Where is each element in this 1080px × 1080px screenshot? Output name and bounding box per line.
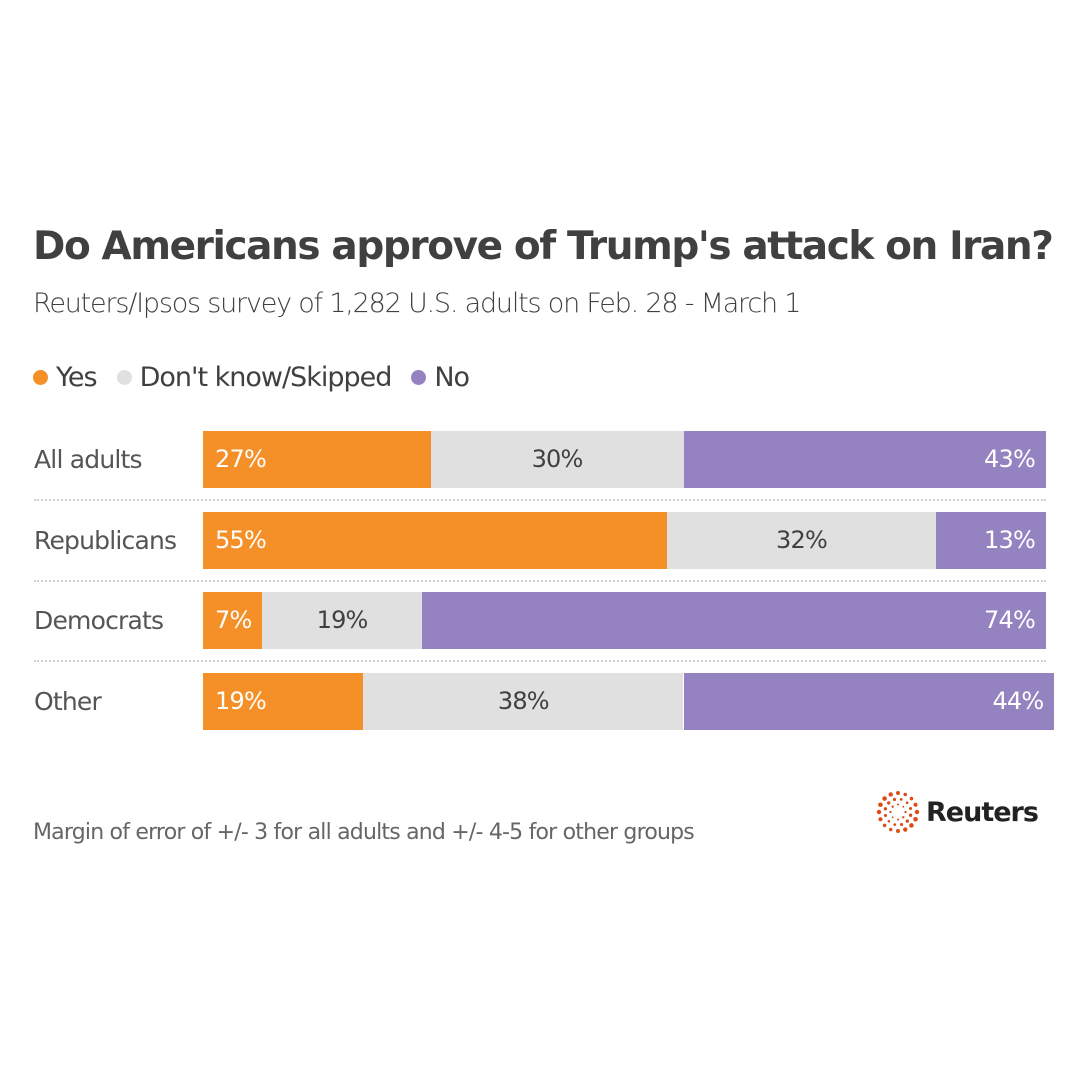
bar-row-all-adults: All adults 27% 30% 43%	[0, 431, 1080, 488]
data-label: 19%	[316, 606, 369, 634]
bar-segment-no: 13%	[936, 511, 1046, 569]
stacked-bar: 19% 38% 44%	[203, 672, 1055, 730]
legend: Yes Don't know/Skipped No	[33, 362, 489, 393]
bar-segment-don-t-know-skipped: 19%	[262, 592, 423, 649]
bar-segment-yes: 19%	[203, 672, 364, 730]
bar-row-other: Other 19% 38% 44%	[0, 672, 1080, 730]
chart-title: Do Americans approve of Trump's attack o…	[33, 224, 1054, 269]
stacked-bar: 27% 30% 43%	[203, 431, 1046, 488]
bar-segment-don-t-know-skipped: 30%	[430, 431, 684, 488]
data-label: 30%	[531, 445, 584, 473]
category-label: Democrats	[34, 606, 164, 635]
chart-subtitle: Reuters/Ipsos survey of 1,282 U.S. adult…	[33, 288, 801, 319]
data-label: 32%	[776, 525, 828, 554]
row-divider	[34, 499, 1046, 501]
data-label: 27%	[215, 445, 267, 473]
bar-row-democrats: Democrats 7% 19% 74%	[0, 592, 1080, 649]
bar-segment-no: 74%	[422, 592, 1046, 649]
data-label: 55%	[215, 525, 267, 554]
stacked-bar: 7% 19% 74%	[203, 592, 1046, 649]
data-label: 74%	[984, 606, 1036, 634]
data-label: 7%	[215, 606, 252, 634]
legend-label-no: No	[434, 362, 470, 393]
category-label: Republicans	[34, 525, 177, 555]
row-divider	[34, 579, 1046, 582]
bar-segment-don-t-know-skipped: 32%	[666, 511, 937, 569]
bar-segment-yes: 27%	[203, 431, 431, 488]
bar-row-republicans: Republicans 55% 32% 13%	[0, 511, 1080, 569]
reuters-dotted-ring-icon	[876, 791, 920, 833]
category-label: Other	[34, 686, 102, 716]
legend-label-dont-know: Don't know/Skipped	[139, 362, 393, 393]
row-divider	[34, 660, 1046, 662]
bar-segment-don-t-know-skipped: 38%	[363, 672, 684, 730]
bar-segment-no: 43%	[683, 431, 1046, 488]
legend-swatch-yes	[33, 370, 48, 385]
stacked-bar: 55% 32% 13%	[203, 511, 1046, 569]
data-label: 13%	[984, 525, 1036, 554]
data-label: 43%	[984, 445, 1036, 473]
legend-label-yes: Yes	[56, 362, 98, 393]
legend-item-no: No	[411, 362, 470, 393]
legend-item-yes: Yes	[33, 362, 98, 393]
reuters-wordmark: Reuters	[926, 796, 1039, 828]
category-label: All adults	[34, 445, 143, 474]
bar-segment-yes: 55%	[203, 511, 667, 569]
data-label: 19%	[215, 686, 267, 715]
legend-swatch-dont-know	[116, 370, 132, 385]
reuters-logo: Reuters	[876, 790, 1039, 834]
legend-swatch-no	[411, 370, 427, 385]
data-label: 44%	[992, 686, 1044, 715]
footnote: Margin of error of +/- 3 for all adults …	[33, 820, 695, 845]
bar-segment-yes: 7%	[203, 592, 262, 649]
legend-item-dont-know: Don't know/Skipped	[116, 362, 393, 393]
bar-segment-no: 44%	[683, 672, 1055, 730]
data-label: 38%	[497, 686, 550, 715]
